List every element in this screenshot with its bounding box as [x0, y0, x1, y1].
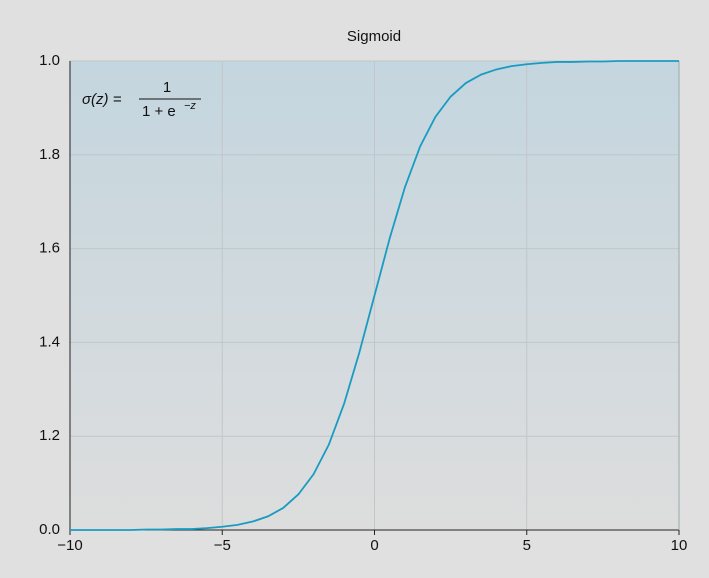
- plot: 0.0 1.2 1.4 1.6 1.8 1.0 −10 −5 0 5 10: [39, 52, 687, 554]
- y-tick-label: 0.0: [39, 521, 60, 538]
- line: [70, 60, 679, 531]
- x-tick-label: 0: [370, 537, 378, 554]
- x-tick-label: 5: [523, 537, 531, 554]
- formula-exponent: −z: [184, 100, 196, 112]
- x-tick-label: −5: [214, 537, 231, 554]
- formula-lhs: σ(z) =: [82, 91, 122, 108]
- x-tick-label: −10: [57, 537, 82, 554]
- formula-denominator: 1 + e: [142, 103, 176, 120]
- y-tick-label: 1.6: [39, 240, 60, 257]
- y-tick-label: 1.4: [39, 333, 60, 350]
- formula-numerator: 1: [163, 79, 171, 96]
- y-tick-label: 1.8: [39, 146, 60, 163]
- y-tick-label: 1.0: [39, 52, 60, 69]
- formula: σ(z) = 1 1 + e −z: [82, 79, 201, 120]
- chart-title: Sigmoid: [347, 28, 401, 45]
- x-tick-label: 10: [671, 537, 688, 554]
- y-tick-label: 1.2: [39, 427, 60, 444]
